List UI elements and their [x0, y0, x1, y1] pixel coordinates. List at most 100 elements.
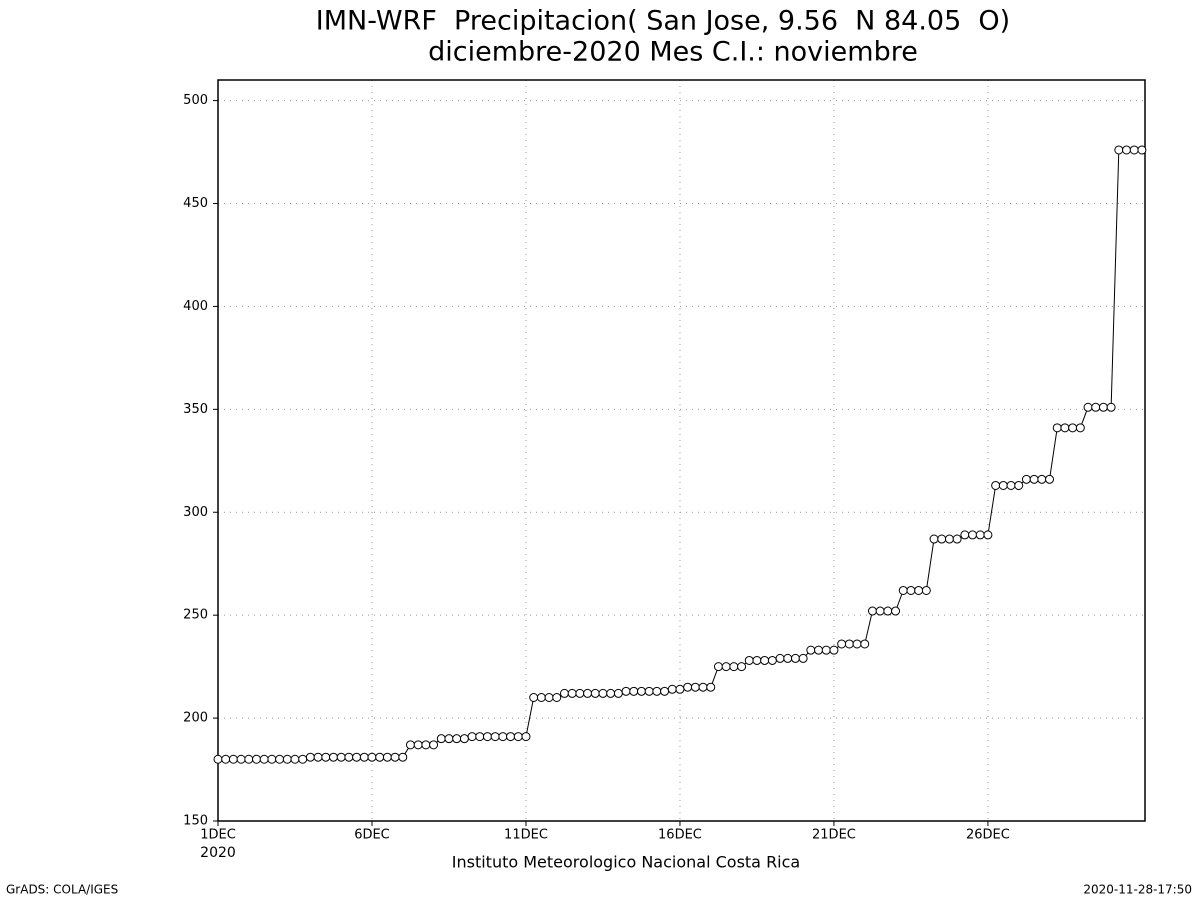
plot-frame [217, 79, 1146, 822]
point [821, 645, 831, 655]
point [513, 732, 523, 742]
point [829, 645, 839, 655]
x-tick-label: 6DEC [354, 828, 390, 843]
point [875, 606, 885, 616]
point [613, 688, 623, 698]
point [906, 585, 916, 595]
point [975, 530, 985, 540]
point [806, 645, 816, 655]
point [937, 534, 947, 544]
point [737, 662, 747, 672]
point [644, 686, 654, 696]
chart-title: IMN-WRF Precipitacion( San Jose, 9.56 N … [316, 6, 1010, 37]
x-tick-label: 26DEC [966, 828, 1010, 843]
point [598, 688, 608, 698]
y-tick-label: 400 [183, 299, 208, 314]
point [1021, 474, 1031, 484]
point [683, 682, 693, 692]
point [706, 682, 716, 692]
y-tick-label: 250 [183, 608, 208, 623]
point [721, 662, 731, 672]
point [244, 754, 254, 764]
point [929, 534, 939, 544]
point [914, 585, 924, 595]
point [1129, 145, 1139, 155]
point [583, 688, 593, 698]
point [305, 752, 315, 762]
point [1114, 145, 1124, 155]
point [636, 686, 646, 696]
point [390, 752, 400, 762]
point [221, 754, 231, 764]
point [1137, 145, 1147, 155]
point [552, 693, 562, 702]
point [698, 682, 708, 692]
point [398, 752, 408, 762]
point [1106, 402, 1116, 412]
point [1045, 474, 1055, 484]
point [652, 686, 662, 696]
x-tick-label: 21DEC [812, 828, 856, 843]
point [891, 606, 901, 616]
point [352, 752, 362, 762]
point [421, 740, 431, 750]
point [413, 740, 423, 750]
footer-left: GrADS: COLA/IGES [6, 883, 118, 897]
point [367, 752, 377, 762]
point [660, 686, 670, 696]
point [498, 732, 508, 742]
point [852, 639, 862, 649]
point [606, 688, 616, 698]
chart-subtitle: diciembre-2020 Mes C.I.: noviembre [428, 37, 918, 68]
point [444, 734, 454, 744]
point [621, 686, 631, 696]
point [837, 639, 847, 649]
point [521, 732, 531, 742]
point [459, 734, 469, 744]
point [267, 754, 277, 764]
point [1060, 423, 1070, 433]
point [490, 732, 500, 742]
point [1122, 145, 1132, 155]
point [375, 752, 385, 762]
y-tick-label: 350 [183, 402, 208, 417]
point [991, 480, 1001, 490]
point [321, 752, 331, 762]
point [1098, 402, 1108, 412]
point [921, 585, 931, 595]
point [529, 693, 539, 702]
point [998, 480, 1008, 490]
point [259, 754, 269, 764]
point [629, 686, 639, 696]
point [282, 754, 292, 764]
point [1037, 474, 1047, 484]
point [251, 754, 261, 764]
y-tick-label: 500 [183, 93, 208, 108]
point [482, 732, 492, 742]
point [590, 688, 600, 698]
x-tick-label: 16DEC [658, 828, 702, 843]
point [844, 639, 854, 649]
point [298, 754, 308, 764]
point [575, 688, 585, 698]
point [814, 645, 824, 655]
point [775, 653, 785, 663]
x-tick-label: 11DEC [504, 828, 548, 843]
point [228, 754, 238, 764]
point [760, 655, 770, 665]
point [675, 684, 685, 694]
y-tick-label: 300 [183, 505, 208, 520]
point [336, 752, 346, 762]
point [567, 688, 577, 698]
point [667, 684, 677, 694]
point [1052, 423, 1062, 433]
point [798, 653, 808, 663]
point [475, 732, 485, 742]
point [1075, 423, 1085, 433]
footer-right: 2020-11-28-17:50 [1083, 883, 1192, 897]
y-tick-label: 150 [183, 814, 208, 829]
point [290, 754, 300, 764]
point [860, 639, 870, 649]
point [1083, 402, 1093, 412]
